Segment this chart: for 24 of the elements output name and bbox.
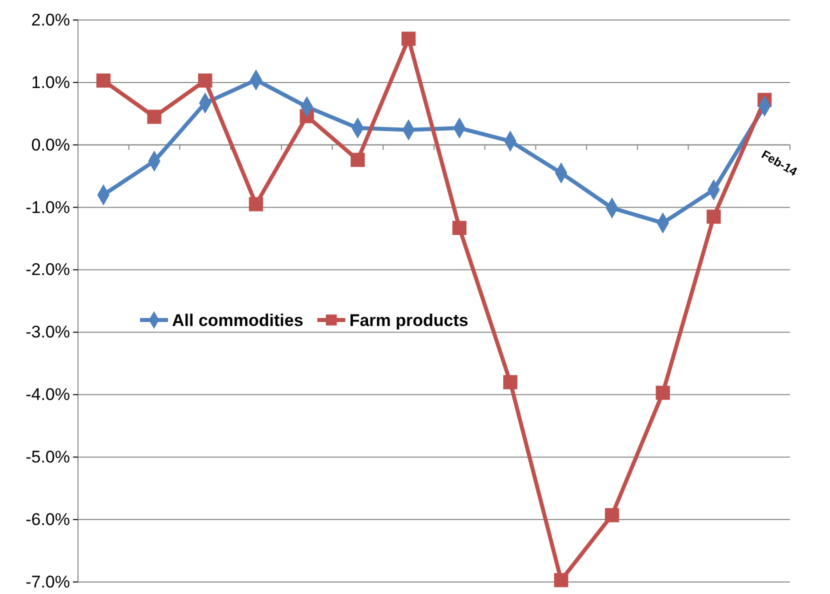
y-tick-label: -3.0%: [26, 322, 70, 342]
point: [706, 210, 721, 224]
point: [604, 508, 620, 522]
point: [656, 386, 670, 400]
y-tick-label: -5.0%: [26, 448, 70, 467]
point: [554, 573, 568, 588]
point: [503, 375, 518, 390]
point: [248, 197, 264, 212]
y-tick-label: 2.0%: [31, 10, 70, 30]
y-tick-label: -7.0%: [26, 572, 70, 592]
point: [350, 152, 365, 167]
legend-label: All commodities: [172, 311, 304, 330]
y-tick-label: -1.0%: [26, 198, 70, 217]
point: [452, 220, 466, 236]
point: [147, 110, 162, 124]
y-tick-label: -2.0%: [26, 260, 70, 280]
y-tick-label: 1.0%: [31, 72, 70, 92]
legend-label: Farm products: [349, 311, 468, 330]
point: [402, 32, 416, 46]
y-tick-label: 0.0%: [31, 135, 70, 154]
y-tick-label: -4.0%: [26, 385, 70, 404]
point: [96, 74, 110, 88]
y-tick-label: -6.0%: [26, 510, 70, 529]
point: [198, 74, 212, 88]
